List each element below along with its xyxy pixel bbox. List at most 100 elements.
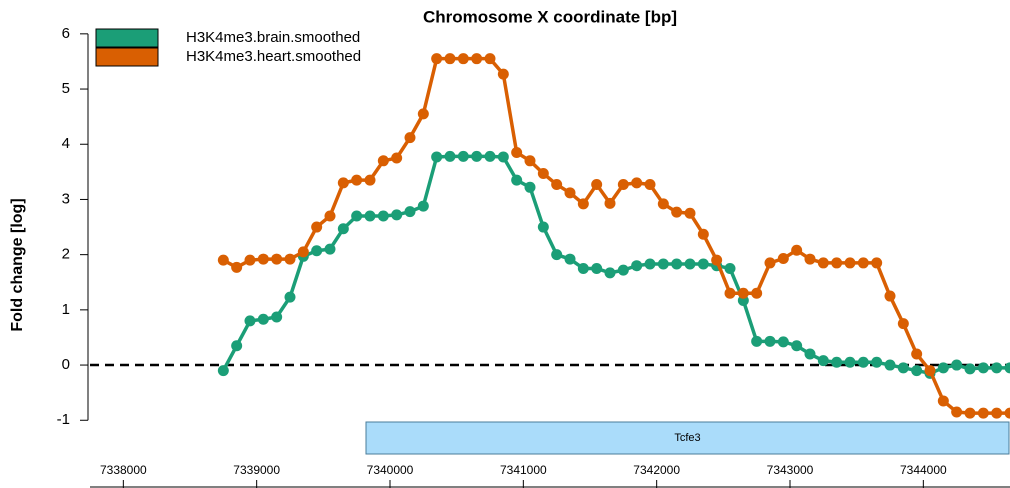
data-point xyxy=(217,365,229,377)
data-point xyxy=(377,210,389,222)
data-point xyxy=(471,53,483,65)
data-point xyxy=(271,253,283,265)
data-point xyxy=(231,340,243,352)
data-point xyxy=(604,267,616,279)
data-point xyxy=(657,258,669,270)
data-point xyxy=(417,200,429,212)
data-point xyxy=(511,174,523,186)
data-point xyxy=(284,291,296,303)
data-point xyxy=(857,356,869,368)
data-point xyxy=(217,254,229,266)
data-point xyxy=(711,254,723,266)
data-point xyxy=(311,221,323,233)
y-tick-label: -1 xyxy=(57,411,70,428)
data-point xyxy=(257,313,269,325)
data-point xyxy=(644,258,656,270)
data-point xyxy=(737,287,749,299)
data-point xyxy=(391,152,403,164)
data-point xyxy=(377,155,389,167)
legend-label: H3K4me3.brain.smoothed xyxy=(186,29,360,46)
data-point xyxy=(964,363,976,375)
x-tick-label: 7344000 xyxy=(900,463,947,477)
series-line xyxy=(222,56,1010,415)
data-point xyxy=(431,53,443,65)
data-point xyxy=(991,362,1003,374)
chart-title: Chromosome X coordinate [bp] xyxy=(423,7,677,26)
data-point xyxy=(831,356,843,368)
data-point xyxy=(951,406,963,418)
gene-label: Tcfe3 xyxy=(674,432,700,444)
data-point xyxy=(644,179,656,191)
data-point xyxy=(617,179,629,191)
data-point xyxy=(791,340,803,352)
data-point xyxy=(884,290,896,302)
data-point xyxy=(991,407,1003,419)
y-tick-label: 1 xyxy=(62,301,70,318)
data-point xyxy=(364,174,376,186)
x-tick-label: 7340000 xyxy=(367,463,414,477)
data-point xyxy=(444,150,456,162)
data-point xyxy=(324,243,336,255)
data-point xyxy=(404,132,416,144)
data-point xyxy=(684,207,696,219)
data-point xyxy=(417,108,429,120)
data-point xyxy=(911,348,923,360)
data-point xyxy=(897,362,909,374)
legend-swatch xyxy=(95,47,159,67)
data-point xyxy=(697,258,709,270)
data-point xyxy=(817,257,829,269)
legend-swatch xyxy=(95,28,159,48)
data-point xyxy=(271,311,283,323)
data-point xyxy=(351,210,363,222)
data-point xyxy=(524,155,536,167)
x-tick-label: 7342000 xyxy=(633,463,680,477)
data-point xyxy=(497,151,509,163)
y-axis-label: Fold change [log] xyxy=(9,198,26,331)
data-point xyxy=(617,264,629,276)
y-tick-label: 3 xyxy=(62,190,70,207)
data-point xyxy=(804,348,816,360)
data-point xyxy=(297,246,309,258)
x-tick-label: 7343000 xyxy=(767,463,814,477)
data-point xyxy=(671,206,683,218)
legend-label: H3K4me3.heart.smoothed xyxy=(186,48,361,65)
data-point xyxy=(604,197,616,209)
data-point xyxy=(844,257,856,269)
data-point xyxy=(564,187,576,199)
y-tick-label: 0 xyxy=(62,356,70,373)
data-point xyxy=(484,150,496,162)
data-point xyxy=(937,395,949,407)
data-point xyxy=(684,258,696,270)
data-point xyxy=(244,315,256,327)
data-point xyxy=(724,287,736,299)
data-point xyxy=(457,150,469,162)
data-point xyxy=(911,365,923,377)
data-point xyxy=(977,407,989,419)
data-point xyxy=(964,407,976,419)
data-point xyxy=(471,150,483,162)
data-point xyxy=(511,147,523,159)
data-point xyxy=(777,253,789,265)
data-point xyxy=(577,262,589,274)
data-point xyxy=(871,257,883,269)
data-point xyxy=(751,287,763,299)
data-point xyxy=(351,174,363,186)
data-point xyxy=(497,68,509,80)
data-point xyxy=(671,258,683,270)
data-point xyxy=(591,179,603,191)
data-point xyxy=(831,257,843,269)
data-point xyxy=(564,253,576,265)
data-point xyxy=(871,356,883,368)
data-point xyxy=(391,209,403,221)
data-point xyxy=(697,228,709,240)
data-point xyxy=(777,336,789,348)
data-point xyxy=(364,210,376,222)
data-point xyxy=(537,221,549,233)
data-point xyxy=(577,198,589,210)
x-tick-label: 7338000 xyxy=(100,463,147,477)
data-point xyxy=(844,356,856,368)
y-tick-label: 2 xyxy=(62,246,70,263)
data-point xyxy=(337,177,349,189)
data-point xyxy=(1004,407,1010,419)
